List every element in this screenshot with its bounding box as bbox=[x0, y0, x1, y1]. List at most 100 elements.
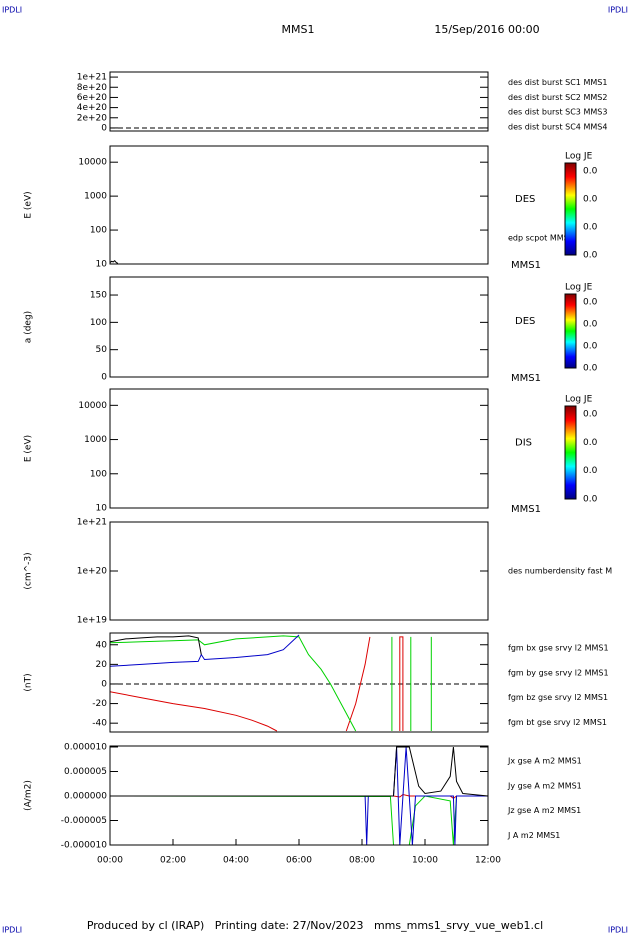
probe-label: MMS1 bbox=[511, 504, 541, 515]
colorbar-tick-label: 0.0 bbox=[583, 495, 598, 505]
panel-frame bbox=[109, 145, 489, 265]
legend-entry: Jx gse A m2 MMS1 bbox=[507, 757, 582, 766]
probe-label: MMS1 bbox=[511, 373, 541, 384]
y-tick-label: 10 bbox=[96, 504, 108, 514]
series-line bbox=[110, 635, 202, 655]
y-axis-label: E (eV) bbox=[24, 435, 34, 462]
colorbar-tick-label: 0.0 bbox=[583, 466, 598, 476]
colorbar-title: Log JE bbox=[565, 395, 593, 405]
panel-label: DIS bbox=[515, 438, 532, 449]
y-tick-label: -20 bbox=[92, 699, 107, 709]
panel: E (eV) 10 100 1000 10000 DES MMS1 edp scpot MMS… bbox=[24, 145, 598, 271]
y-tick-label: 0.000010 bbox=[64, 742, 107, 752]
legend-entry: fgm by gse srvy l2 MMS1 bbox=[508, 668, 609, 677]
footer: Produced by cl (IRAP) Printing date: 27/… bbox=[87, 919, 543, 932]
legend-entry: fgm bx gse srvy l2 MMS1 bbox=[508, 644, 609, 653]
legend-entry: Jy gse A m2 MMS1 bbox=[507, 781, 582, 790]
corner-label: IPDLI bbox=[608, 6, 628, 15]
probe-title: MMS1 bbox=[282, 23, 315, 36]
y-tick-label: -0.000010 bbox=[61, 841, 107, 851]
y-tick-label: -0.000005 bbox=[61, 816, 107, 826]
y-tick-label: 1e+21 bbox=[77, 518, 107, 528]
panel-frame bbox=[109, 388, 489, 509]
y-tick-label: 1e+19 bbox=[77, 616, 108, 626]
colorbar-tick-label: 0.0 bbox=[583, 195, 598, 205]
y-tick-label: 0 bbox=[101, 373, 107, 383]
y-tick-label: 0 bbox=[101, 123, 107, 133]
panel-label: DES bbox=[515, 316, 535, 327]
y-tick-label: 100 bbox=[90, 318, 107, 328]
colorbar-tick-label: 0.0 bbox=[583, 438, 598, 448]
y-tick-label: 0.000005 bbox=[64, 767, 107, 777]
y-tick-label: 6e+20 bbox=[77, 93, 108, 103]
y-tick-label: 20 bbox=[96, 660, 108, 670]
colorbar bbox=[564, 162, 577, 256]
series-line bbox=[110, 635, 432, 732]
legend-entry: des dist burst SC4 MMS4 bbox=[508, 122, 607, 131]
panel-frame bbox=[109, 276, 489, 378]
y-axis-label: a (deg) bbox=[24, 311, 34, 343]
y-tick-label: 1e+21 bbox=[77, 73, 107, 83]
colorbar bbox=[564, 405, 577, 500]
y-tick-label: 4e+20 bbox=[77, 103, 108, 113]
colorbar-tick-label: 0.0 bbox=[583, 298, 598, 308]
y-tick-label: 8e+20 bbox=[77, 83, 108, 93]
y-tick-label: 0.000000 bbox=[64, 791, 107, 801]
colorbar-tick-label: 0.0 bbox=[583, 342, 598, 352]
colorbar-title: Log JE bbox=[565, 283, 593, 293]
corner-label: IPDLI bbox=[2, 926, 22, 934]
panel: (nT) -40 -20 0 20 40 fgm bx gse srvy l2 MMS1 fg… bbox=[24, 632, 609, 733]
x-tick-label: 12:00 bbox=[475, 856, 501, 866]
date-title: 15/Sep/2016 00:00 bbox=[434, 23, 539, 36]
y-axis-label: (A/m2) bbox=[24, 780, 34, 811]
y-tick-label: -40 bbox=[92, 719, 107, 729]
x-tick-label: 00:00 bbox=[97, 856, 123, 866]
legend-entry: Jz gse A m2 MMS1 bbox=[507, 806, 581, 815]
colorbar-tick-label: 0.0 bbox=[583, 251, 598, 261]
panel: E (eV) 10 100 1000 10000 DIS MMS1 Log JE 0.0 0.0 0… bbox=[24, 388, 598, 515]
y-tick-label: 1000 bbox=[84, 435, 107, 445]
series-line bbox=[110, 746, 488, 797]
series-line bbox=[110, 634, 300, 667]
panel-frame bbox=[109, 71, 489, 132]
y-axis-label: E (eV) bbox=[24, 191, 34, 218]
panel-note: des numberdensity fast M bbox=[508, 567, 612, 576]
colorbar-title: Log JE bbox=[565, 152, 593, 162]
legend-entry: J A m2 MMS1 bbox=[507, 831, 560, 840]
y-tick-label: 0 bbox=[101, 679, 107, 689]
series-line bbox=[110, 795, 488, 845]
corner-label: IPDLI bbox=[2, 6, 22, 15]
y-tick-label: 2e+20 bbox=[77, 113, 108, 123]
x-tick-label: 04:00 bbox=[223, 856, 249, 866]
y-tick-label: 1000 bbox=[84, 192, 107, 202]
colorbar bbox=[564, 293, 577, 369]
legend-entry: des dist burst SC2 MMS2 bbox=[508, 93, 607, 102]
x-tick-label: 10:00 bbox=[412, 856, 438, 866]
y-tick-label: 100 bbox=[90, 469, 107, 479]
y-tick-label: 100 bbox=[90, 226, 107, 236]
panel: (cm^-3) 1e+19 1e+20 1e+21 des numberdensity … bbox=[24, 518, 613, 626]
x-tick-label: 08:00 bbox=[349, 856, 375, 866]
x-tick-label: 06:00 bbox=[286, 856, 312, 866]
colorbar-tick-label: 0.0 bbox=[583, 410, 598, 420]
series-line bbox=[110, 260, 119, 264]
panel-frame bbox=[109, 632, 489, 733]
legend-entry: des dist burst SC3 MMS3 bbox=[508, 108, 607, 117]
colorbar-tick-label: 0.0 bbox=[583, 223, 598, 233]
colorbar-tick-label: 0.0 bbox=[583, 167, 598, 177]
colorbar-tick-label: 0.0 bbox=[583, 364, 598, 374]
panel: a (deg) 0 50 100 150 DES MMS1 Log JE 0.0 0.0 0.0 0.… bbox=[24, 276, 598, 384]
panel: (A/m2) -0.000010 -0.000005 0.000000 0.000005… bbox=[24, 742, 582, 865]
y-tick-label: 40 bbox=[96, 640, 108, 650]
series-line bbox=[110, 636, 404, 732]
y-tick-label: 10000 bbox=[78, 401, 107, 411]
legend-entry: fgm bz gse srvy l2 MMS1 bbox=[508, 693, 608, 702]
panel-label: DES bbox=[515, 194, 535, 205]
x-tick-label: 02:00 bbox=[160, 856, 186, 866]
panel-frame bbox=[109, 745, 489, 846]
y-axis-label: (cm^-3) bbox=[24, 552, 34, 589]
y-tick-label: 10 bbox=[96, 260, 108, 270]
y-tick-label: 10000 bbox=[78, 158, 107, 168]
